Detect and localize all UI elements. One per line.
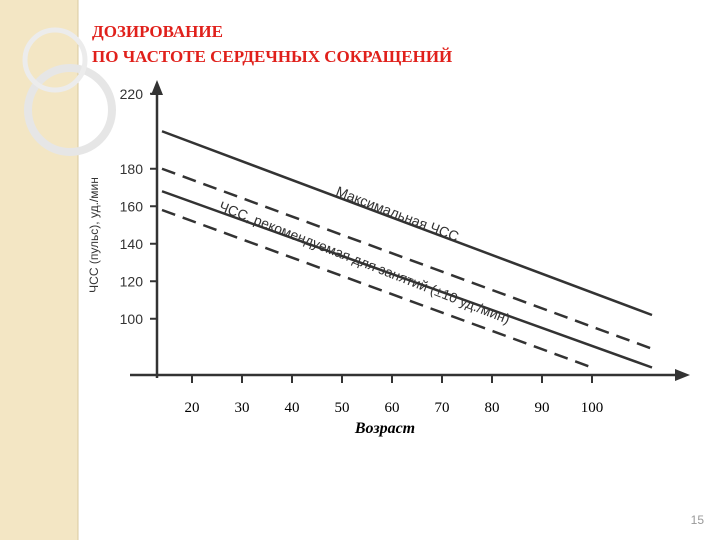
decor-circle — [22, 27, 88, 93]
x-arrow — [675, 369, 690, 381]
title-line: ПО ЧАСТОТЕ СЕРДЕЧНЫХ СОКРАЩЕНИЙ — [92, 47, 452, 66]
page-number: 15 — [691, 513, 705, 527]
y-tick-label: 120 — [120, 273, 144, 289]
y-tick-label: 160 — [120, 198, 144, 214]
x-tick-label: 20 — [185, 400, 200, 416]
title-line: ДОЗИРОВАНИЕ — [92, 22, 223, 41]
series-line — [161, 130, 653, 317]
decor-circle — [24, 64, 116, 156]
series-line — [161, 208, 593, 369]
x-tick-label: 70 — [435, 400, 450, 416]
x-label: Возраст — [354, 420, 415, 437]
series-line — [161, 190, 653, 369]
y-tick-label: 180 — [120, 161, 144, 177]
y-label: ЧСС (пульс), уд./мин — [87, 177, 101, 293]
y-tick-label: 220 — [120, 86, 144, 102]
y-tick-label: 100 — [120, 311, 144, 327]
x-tick-label: 100 — [581, 400, 604, 416]
y-arrow — [151, 80, 163, 95]
x-tick-label: 40 — [285, 400, 300, 416]
x-tick-label: 50 — [335, 400, 350, 416]
series-line — [161, 167, 653, 350]
x-tick-label: 90 — [535, 400, 550, 416]
x-tick-label: 80 — [485, 400, 500, 416]
annotation: ЧСС, рекомендуемая для занятий (±10 уд./… — [217, 198, 512, 327]
x-tick-label: 30 — [235, 400, 250, 416]
x-tick-label: 60 — [385, 400, 400, 416]
y-tick-label: 140 — [120, 236, 144, 252]
annotation: Максимальная ЧСС — [334, 183, 461, 245]
